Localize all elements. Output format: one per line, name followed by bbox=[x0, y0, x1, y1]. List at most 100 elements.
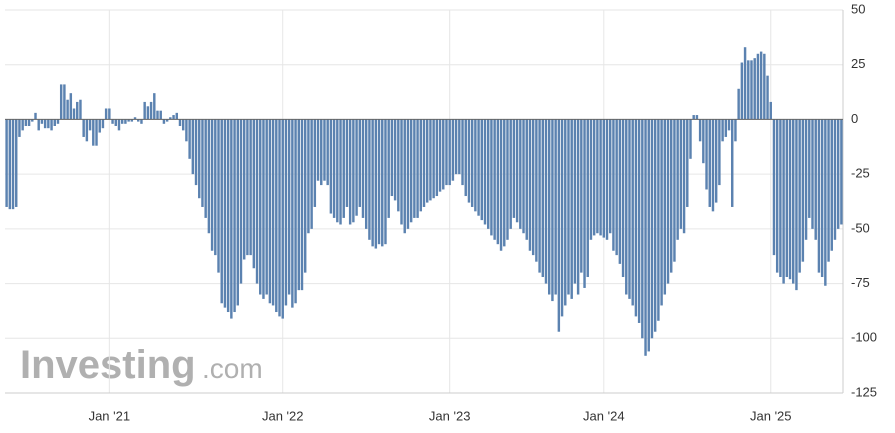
bar bbox=[782, 119, 785, 284]
bar bbox=[313, 119, 317, 207]
bar bbox=[143, 101, 146, 120]
bar bbox=[547, 119, 551, 295]
bar bbox=[181, 119, 185, 131]
bar bbox=[775, 119, 779, 273]
bar bbox=[689, 119, 692, 159]
bar bbox=[467, 119, 471, 203]
bar bbox=[695, 115, 699, 120]
bar bbox=[149, 101, 153, 120]
bar bbox=[406, 119, 410, 229]
bar bbox=[609, 119, 612, 234]
bar bbox=[259, 119, 262, 295]
bar bbox=[384, 119, 387, 245]
bar bbox=[804, 119, 808, 240]
bar bbox=[538, 119, 541, 273]
bar bbox=[397, 119, 400, 212]
bar bbox=[772, 119, 776, 256]
bar bbox=[21, 119, 24, 131]
bar bbox=[461, 119, 464, 186]
x-tick-label: Jan '23 bbox=[429, 408, 471, 423]
bar bbox=[737, 88, 740, 120]
bar bbox=[307, 119, 310, 234]
bar bbox=[146, 106, 150, 120]
bar bbox=[364, 119, 368, 229]
y-tick-label: -75 bbox=[851, 275, 870, 290]
bar bbox=[573, 119, 577, 284]
bar bbox=[47, 119, 50, 129]
bar bbox=[814, 119, 817, 240]
bar bbox=[127, 119, 130, 122]
bar bbox=[262, 119, 265, 299]
bar bbox=[647, 119, 650, 352]
bar bbox=[124, 119, 127, 124]
bar bbox=[653, 119, 657, 332]
bar bbox=[464, 119, 467, 197]
bar bbox=[300, 119, 304, 291]
bar bbox=[233, 119, 236, 313]
bar bbox=[98, 119, 101, 133]
watermark-brand: Investing bbox=[20, 343, 196, 387]
bar bbox=[120, 119, 124, 124]
bar bbox=[27, 119, 31, 126]
bar bbox=[445, 119, 448, 186]
bar bbox=[194, 119, 198, 186]
x-tick-label: Jan '21 bbox=[89, 408, 131, 423]
bar bbox=[37, 119, 40, 131]
bar bbox=[551, 119, 554, 302]
bar bbox=[477, 119, 480, 216]
bar bbox=[506, 119, 509, 240]
bar bbox=[342, 119, 345, 218]
bar bbox=[329, 119, 333, 214]
bar bbox=[525, 119, 528, 240]
bar bbox=[303, 119, 307, 273]
bar bbox=[541, 119, 545, 278]
bar bbox=[657, 119, 660, 321]
bar bbox=[59, 84, 63, 120]
bar bbox=[599, 119, 602, 236]
bar bbox=[355, 119, 358, 216]
bar bbox=[458, 119, 461, 175]
bar bbox=[287, 119, 291, 295]
bar bbox=[92, 119, 95, 146]
bar bbox=[836, 119, 840, 229]
bar bbox=[583, 119, 586, 288]
bar bbox=[702, 119, 705, 164]
bar bbox=[40, 119, 44, 124]
bar bbox=[602, 119, 606, 238]
bar bbox=[368, 119, 371, 240]
bar bbox=[108, 108, 111, 120]
bar bbox=[470, 119, 474, 207]
bar bbox=[76, 101, 79, 120]
y-tick-label: 0 bbox=[851, 111, 858, 126]
bar bbox=[191, 119, 195, 175]
bar bbox=[409, 119, 413, 223]
bar bbox=[326, 119, 329, 186]
bar bbox=[490, 119, 493, 236]
bar bbox=[824, 119, 827, 286]
bar bbox=[692, 115, 695, 120]
bar bbox=[220, 119, 223, 304]
bar bbox=[724, 119, 728, 137]
bar bbox=[634, 119, 638, 317]
bar bbox=[535, 119, 538, 262]
bar bbox=[72, 108, 76, 120]
bar bbox=[230, 119, 233, 319]
y-tick-label: -50 bbox=[851, 220, 870, 235]
bar bbox=[734, 119, 737, 142]
bar bbox=[580, 119, 583, 273]
bar bbox=[43, 119, 47, 129]
bar bbox=[284, 119, 288, 306]
bar bbox=[676, 119, 679, 240]
bar bbox=[425, 119, 429, 203]
bar bbox=[281, 119, 284, 319]
bar bbox=[159, 110, 162, 120]
bar bbox=[779, 119, 782, 278]
bar bbox=[165, 119, 169, 122]
bar bbox=[358, 119, 362, 207]
bar bbox=[666, 119, 670, 284]
bar bbox=[323, 119, 326, 181]
bar bbox=[66, 99, 69, 120]
bar bbox=[522, 119, 525, 234]
bar bbox=[56, 119, 60, 124]
bar bbox=[172, 115, 175, 120]
